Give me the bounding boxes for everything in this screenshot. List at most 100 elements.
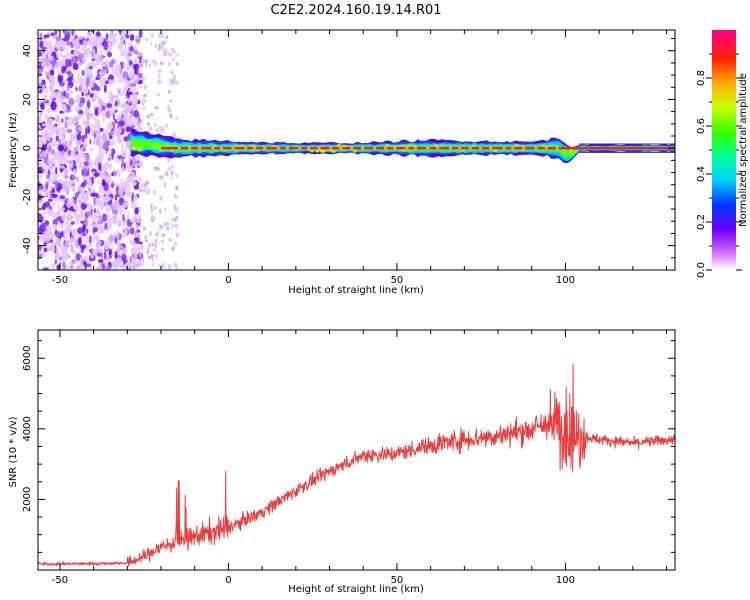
spectrogram-noise-dot	[154, 241, 158, 248]
spectrogram-noise-dot	[167, 52, 171, 56]
spectrogram-noise-dot	[40, 102, 45, 110]
spectrogram-noise-dot	[134, 44, 137, 50]
spectrogram-noise-dot	[161, 40, 165, 46]
spectrogram-noise-dot	[124, 33, 130, 38]
spectrogram-frame	[37, 29, 676, 271]
spectrogram-noise-dot	[80, 244, 87, 249]
spectrogram-noise-dot	[46, 119, 52, 124]
spectrogram-x-axis-label: Height of straight line (km)	[288, 285, 424, 296]
spectrogram-noise-dot	[127, 98, 131, 104]
spectrogram-core-dot	[339, 146, 343, 150]
spectrogram-noise-dot	[51, 246, 55, 253]
spectrogram-noise-dot	[73, 79, 77, 85]
spectrogram-noise-dot	[161, 175, 164, 181]
spectrogram-noise-dot	[65, 141, 72, 149]
spectrogram-noise-dot	[114, 159, 121, 163]
spectrogram-noise-dot	[55, 113, 60, 120]
x-tick-label: 0	[225, 275, 231, 286]
spectrogram-noise-dot	[137, 241, 143, 245]
spectrogram-noise-dot	[102, 193, 105, 200]
spectrogram-noise-dot	[141, 76, 146, 82]
spectrogram-noise-dot	[104, 65, 109, 74]
spectrogram-noise-dot	[134, 65, 137, 74]
spectrogram-noise-dot	[122, 59, 126, 69]
colorbar-label: Normalized spectral amplitude	[738, 73, 749, 227]
spectrogram-noise-dot	[94, 46, 98, 55]
spectrogram-noise-dot	[139, 58, 142, 64]
spectrogram-noise-dot	[55, 166, 58, 175]
spectrogram-noise-dot	[120, 166, 125, 173]
spectrogram-noise-dot	[103, 76, 107, 83]
spectrogram-noise-dot	[169, 113, 173, 119]
spectrogram-noise-dot	[163, 39, 167, 45]
spectrogram-x-ticks: -50 0 50 100	[52, 30, 668, 286]
spectrogram-noise-dot	[136, 176, 142, 183]
snr-y-ticks: 2000 4000 6000	[22, 340, 675, 553]
spectrogram-noise-dot	[153, 206, 157, 210]
spectrogram-noise-dot	[65, 239, 72, 246]
spectrogram-noise-dot	[121, 142, 124, 151]
spectrogram-noise-dot	[159, 61, 164, 66]
spectrogram-noise-dot	[59, 156, 66, 161]
spectrogram-noise-dot	[48, 178, 52, 184]
spectrogram-noise-dot	[150, 203, 153, 209]
spectrogram-noise-dot	[146, 114, 151, 119]
spectrogram-noise-dot	[87, 38, 94, 48]
spectrogram-noise-dot	[65, 40, 72, 47]
spectrogram-noise-dot	[121, 148, 124, 156]
spectrogram-core-dot	[448, 146, 453, 150]
spectrogram-noise-dot	[129, 34, 135, 41]
spectrogram-noise-dot	[143, 84, 148, 90]
spectrogram-noise-dot	[138, 206, 142, 212]
spectrogram-noise-dot	[160, 43, 164, 50]
spectrogram-noise-dot	[76, 133, 82, 141]
spectrogram-noise-dot	[90, 125, 94, 135]
spectrogram-noise-dot	[122, 231, 128, 238]
spectrogram-noise-dot	[72, 168, 77, 174]
spectrogram-core-dot	[211, 146, 215, 150]
spectrogram-noise-dot	[129, 169, 133, 173]
spectrogram-noise-dot	[38, 237, 45, 243]
spectrogram-noise-dot	[72, 118, 77, 126]
spectrogram-noise-dot	[70, 56, 77, 65]
spectrogram-noise-dot	[38, 77, 43, 86]
spectrogram-noise-dot	[160, 224, 164, 230]
spectrogram-y-axis-label: Frequency (Hz)	[8, 112, 19, 188]
spectrogram-noise-dot	[175, 195, 179, 199]
spectrogram-noise-dot	[140, 162, 144, 168]
spectrogram-noise-dot	[165, 35, 169, 40]
spectrogram-noise-dot	[66, 70, 72, 76]
spectrogram-noise-dot	[148, 230, 152, 237]
spectrogram-noise-dot	[72, 228, 76, 235]
spectrogram-noise-dot	[134, 207, 139, 215]
spectrogram-noise-dot	[48, 209, 54, 215]
spectrogram-noise-dot	[124, 160, 132, 168]
spectrogram-noise-dot	[99, 55, 104, 63]
spectrogram-noise-dot	[133, 109, 139, 118]
x-tick-label: -50	[52, 275, 68, 286]
spectrogram-noise-dot	[55, 129, 60, 136]
spectrogram-noise-dot	[113, 64, 120, 72]
spectrogram-noise-dot	[118, 241, 122, 249]
spectrogram-noise-dot	[65, 225, 72, 234]
spectrogram-noise-dot	[174, 223, 179, 229]
spectrogram-noise-dot	[114, 258, 118, 267]
spectrogram-noise-dot	[64, 233, 68, 242]
spectrogram-noise-dot	[104, 222, 108, 230]
spectrogram-noise-dot	[158, 264, 162, 268]
spectrogram-noise-dot	[44, 201, 51, 208]
spectrogram-noise-dot	[170, 217, 175, 221]
spectrogram-noise-dot	[111, 151, 115, 160]
spectrogram-noise-dot	[54, 229, 58, 235]
spectrogram-core-dot	[383, 146, 388, 150]
spectrogram-noise-dot	[87, 177, 92, 183]
spectrogram-noise-dot	[133, 58, 137, 64]
spectrogram-noise-dot	[109, 179, 113, 185]
spectrogram-noise-dot	[81, 233, 87, 237]
spectrogram-noise-dot	[38, 51, 43, 57]
spectrogram-noise-dot	[88, 160, 93, 170]
spectrogram-noise-dot	[79, 262, 83, 270]
spectrogram-noise-dot	[69, 42, 75, 49]
y-tick-label: 20	[22, 93, 33, 106]
spectrogram-noise-dot	[158, 73, 161, 79]
